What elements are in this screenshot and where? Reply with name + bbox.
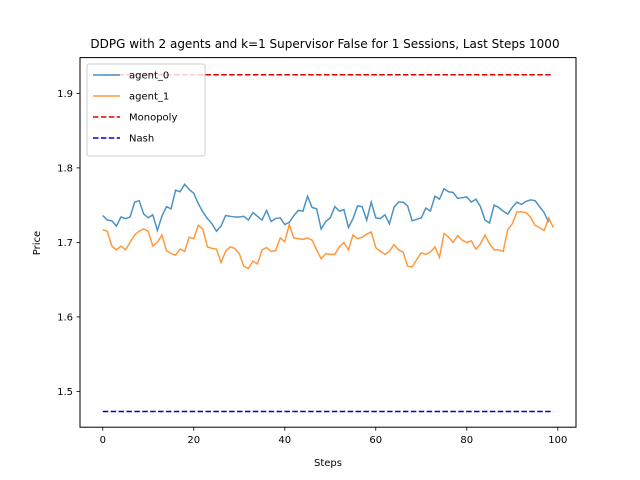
legend-label-nash: Nash [129,134,154,145]
x-axis: 0 20 40 60 80 100 [100,427,567,446]
x-axis-title: Steps [314,458,342,469]
y-axis: 1.5 1.6 1.7 1.8 1.9 [57,89,80,398]
y-tick-label: 1.8 [57,163,73,174]
x-tick-label: 20 [187,435,200,446]
y-tick-label: 1.6 [57,312,73,323]
legend-label-agent-0: agent_0 [129,71,169,82]
y-tick-label: 1.5 [57,387,73,398]
legend-box [86,63,206,157]
x-tick-label: 60 [369,435,382,446]
x-tick-label: 80 [460,435,473,446]
series-line-agent-0 [102,183,550,234]
x-tick-label: 0 [100,435,106,446]
x-tick-label: 100 [548,435,567,446]
y-axis-title: Price [32,231,43,255]
y-tick-label: 1.9 [57,89,73,100]
x-tick-label: 40 [278,435,291,446]
legend-label-agent-1: agent_1 [129,92,169,103]
y-tick-label: 1.7 [57,238,73,249]
legend: agent_0 agent_1 Monopoly Nash [86,63,206,157]
chart-title: DDPG with 2 agents and k=1 Supervisor Fa… [90,37,559,51]
legend-label-monopoly: Monopoly [129,113,177,124]
series-line-agent-1 [102,211,554,270]
